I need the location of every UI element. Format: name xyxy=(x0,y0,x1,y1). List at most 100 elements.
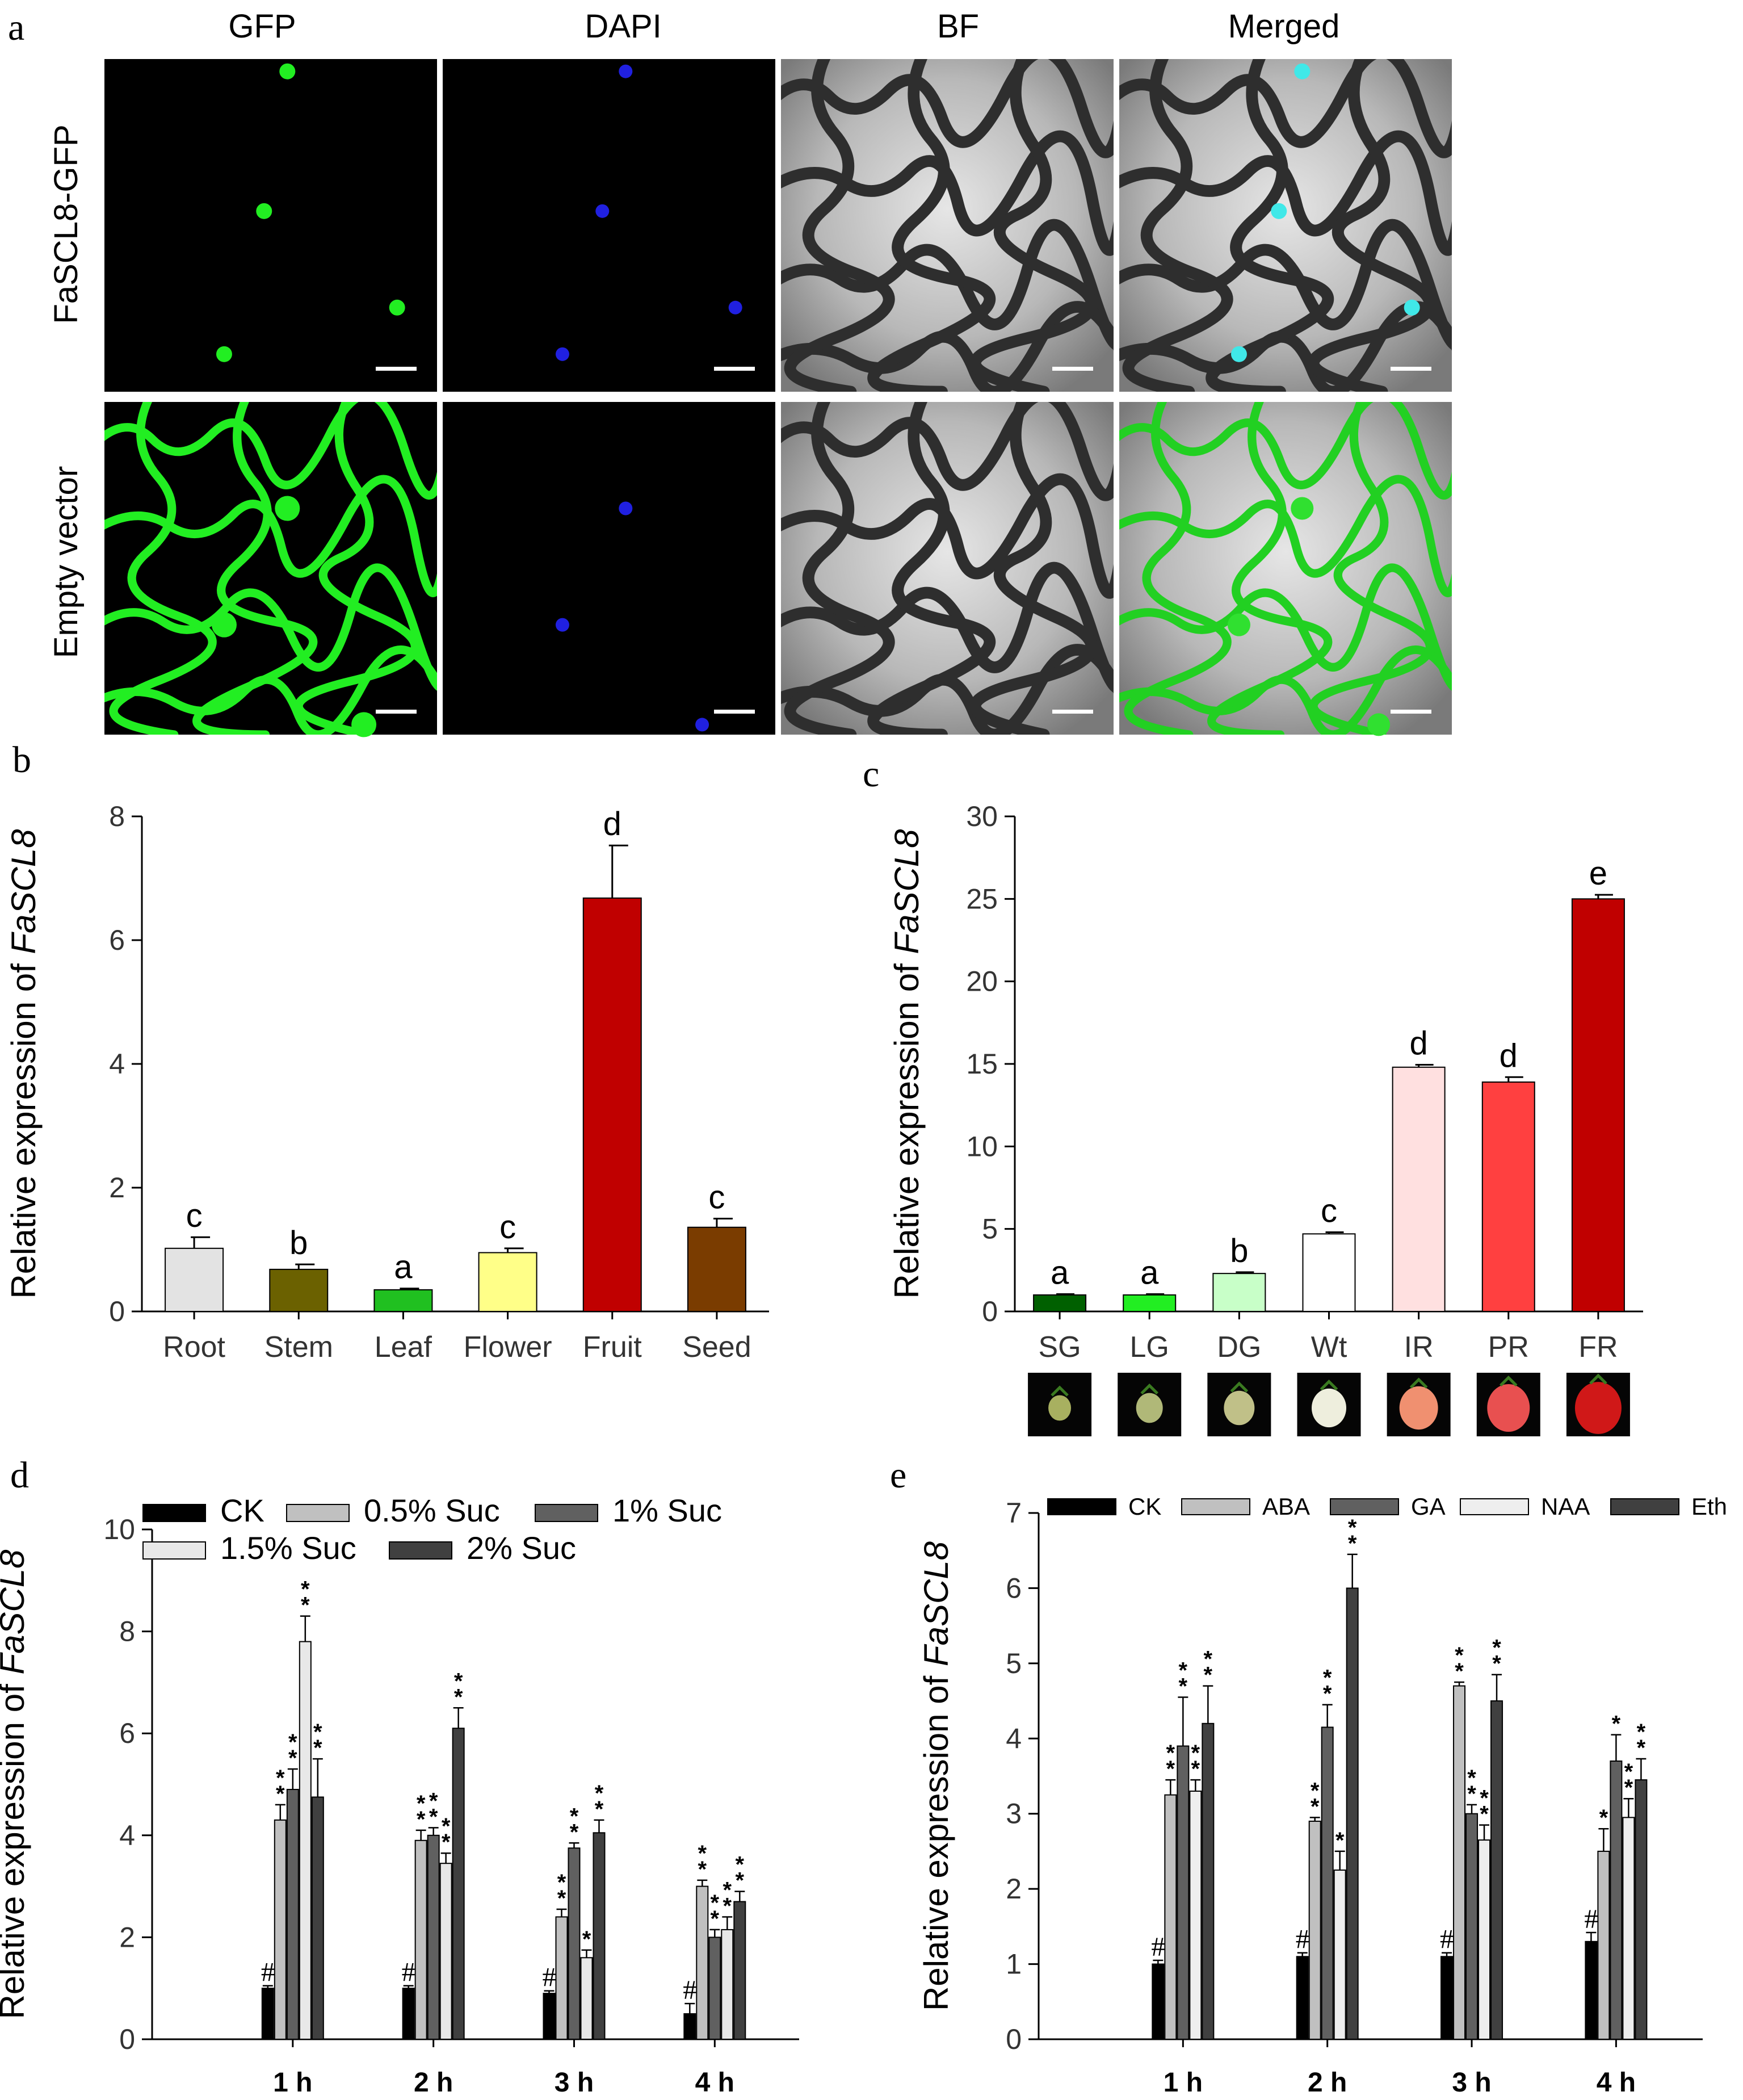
significance-letter: a xyxy=(394,1249,413,1286)
significance-letter: d xyxy=(603,806,621,842)
bar xyxy=(733,1901,746,2040)
reference-mark: # xyxy=(1151,1932,1165,1962)
significance-star: * xyxy=(1492,1652,1501,1676)
significance-star: * xyxy=(429,1788,438,1813)
significance-star: * xyxy=(1311,1794,1320,1819)
y-tick-label: 0 xyxy=(119,2023,135,2055)
y-axis-label-prefix: Relative expression of xyxy=(0,1675,31,2019)
fruit-calyx xyxy=(1589,1373,1607,1385)
bar xyxy=(402,1988,415,2040)
significance-star: * xyxy=(557,1886,566,1911)
significance-star: * xyxy=(1166,1757,1175,1782)
bar xyxy=(1392,1066,1446,1313)
significance-star: * xyxy=(313,1736,322,1761)
y-tick-label: 4 xyxy=(1006,1722,1022,1754)
fruit-image xyxy=(1487,1384,1530,1432)
panel-label-a: a xyxy=(8,7,24,48)
y-tick-label: 5 xyxy=(982,1213,998,1245)
dapi-nucleus xyxy=(595,204,610,218)
fruit-calyx xyxy=(1409,1377,1428,1389)
x-tick-label: Flower xyxy=(464,1331,552,1364)
bar xyxy=(1597,1850,1610,2040)
significance-star: * xyxy=(1311,1778,1320,1803)
bar xyxy=(582,897,642,1312)
y-axis-label: Relative expression of FaSCL8 xyxy=(917,1541,955,2011)
y-tick-label: 6 xyxy=(1006,1572,1022,1604)
y-tick-label: 3 xyxy=(1006,1798,1022,1830)
x-tick-label: PR xyxy=(1488,1331,1529,1364)
scale-bar xyxy=(714,367,755,371)
fruit-image xyxy=(1399,1386,1438,1430)
legend-swatch xyxy=(535,1504,598,1522)
bar xyxy=(696,1885,709,2040)
legend-label: CK xyxy=(220,1493,264,1528)
significance-star: * xyxy=(570,1804,579,1829)
significance-star: * xyxy=(1480,1802,1489,1827)
y-axis-label-prefix: Relative expression of xyxy=(888,954,926,1299)
significance-star: * xyxy=(557,1870,566,1895)
significance-star: * xyxy=(1166,1741,1175,1766)
y-tick-label: 8 xyxy=(109,800,125,832)
dapi-nucleus xyxy=(555,618,569,632)
bar xyxy=(1571,898,1625,1313)
significance-star: * xyxy=(1467,1766,1476,1791)
bar xyxy=(269,1268,329,1312)
significance-star: * xyxy=(698,1841,707,1866)
significance-star: * xyxy=(1323,1666,1332,1691)
significance-star: * xyxy=(698,1857,707,1882)
bar xyxy=(439,1863,452,2040)
gfp-nucleus xyxy=(279,63,296,79)
bar xyxy=(1481,1081,1535,1313)
legend-label: NAA xyxy=(1541,1493,1590,1520)
bar xyxy=(1440,1956,1454,2040)
bar xyxy=(286,1788,299,2040)
legend-swatch xyxy=(1330,1498,1399,1515)
scale-bar xyxy=(376,710,417,714)
significance-star: * xyxy=(454,1669,463,1694)
gfp-nucleus xyxy=(216,346,232,362)
dapi-nucleus xyxy=(695,718,709,732)
significance-star: * xyxy=(1624,1759,1633,1784)
gfp-nucleus xyxy=(256,203,272,219)
significance-star: * xyxy=(1480,1786,1489,1811)
significance-letter: a xyxy=(1051,1254,1069,1291)
legend-label: ABA xyxy=(1262,1493,1310,1520)
legend-swatch xyxy=(1181,1498,1250,1515)
reference-mark: # xyxy=(261,1958,275,1988)
fruit-image xyxy=(1136,1393,1163,1423)
bar xyxy=(1033,1294,1087,1313)
micrograph-panel: GFP DAPI BF Merged FaSCL8-GFP Empty vect… xyxy=(48,8,1452,737)
chart-sucrose-treatment: 0 2 4 6 8 10 Relative expression of FaSCL8 1 h #… xyxy=(0,1493,799,2098)
merged-image-empty xyxy=(1119,402,1452,735)
y-axis-label: Relative expression of FaSCL8 xyxy=(888,829,926,1299)
significance-star: * xyxy=(736,1852,745,1877)
y-tick-label: 5 xyxy=(1006,1648,1022,1679)
gfp-image-fascl8 xyxy=(104,59,437,392)
bar xyxy=(1478,1839,1491,2040)
legend-label: 1.5% Suc xyxy=(220,1530,356,1566)
y-tick-label: 8 xyxy=(119,1616,135,1648)
bar xyxy=(1308,1820,1321,2040)
significance-star: * xyxy=(1467,1782,1476,1806)
significance-star: * xyxy=(1179,1658,1188,1683)
dapi-nucleus xyxy=(555,347,569,361)
x-tick-label: 3 h xyxy=(555,2068,594,2098)
significance-star: * xyxy=(595,1797,604,1822)
legend-label: 1% Suc xyxy=(612,1493,722,1528)
y-tick-label: 4 xyxy=(109,1048,125,1080)
significance-star: * xyxy=(301,1593,310,1618)
legend-label: GA xyxy=(1411,1493,1446,1520)
significance-star: * xyxy=(429,1804,438,1829)
bar xyxy=(1302,1233,1356,1313)
scale-bar xyxy=(1052,710,1093,714)
y-tick-label: 10 xyxy=(966,1130,998,1162)
x-tick-label: 2 h xyxy=(414,2068,453,2098)
reference-mark: # xyxy=(1296,1925,1309,1955)
reference-mark: # xyxy=(1584,1904,1598,1934)
fruit-calyx xyxy=(1230,1381,1249,1393)
significance-star: * xyxy=(417,1807,426,1832)
significance-star: * xyxy=(417,1791,426,1816)
significance-star: * xyxy=(1492,1636,1501,1661)
gfp-nucleus xyxy=(389,299,405,316)
legend-label: 2% Suc xyxy=(467,1530,576,1566)
